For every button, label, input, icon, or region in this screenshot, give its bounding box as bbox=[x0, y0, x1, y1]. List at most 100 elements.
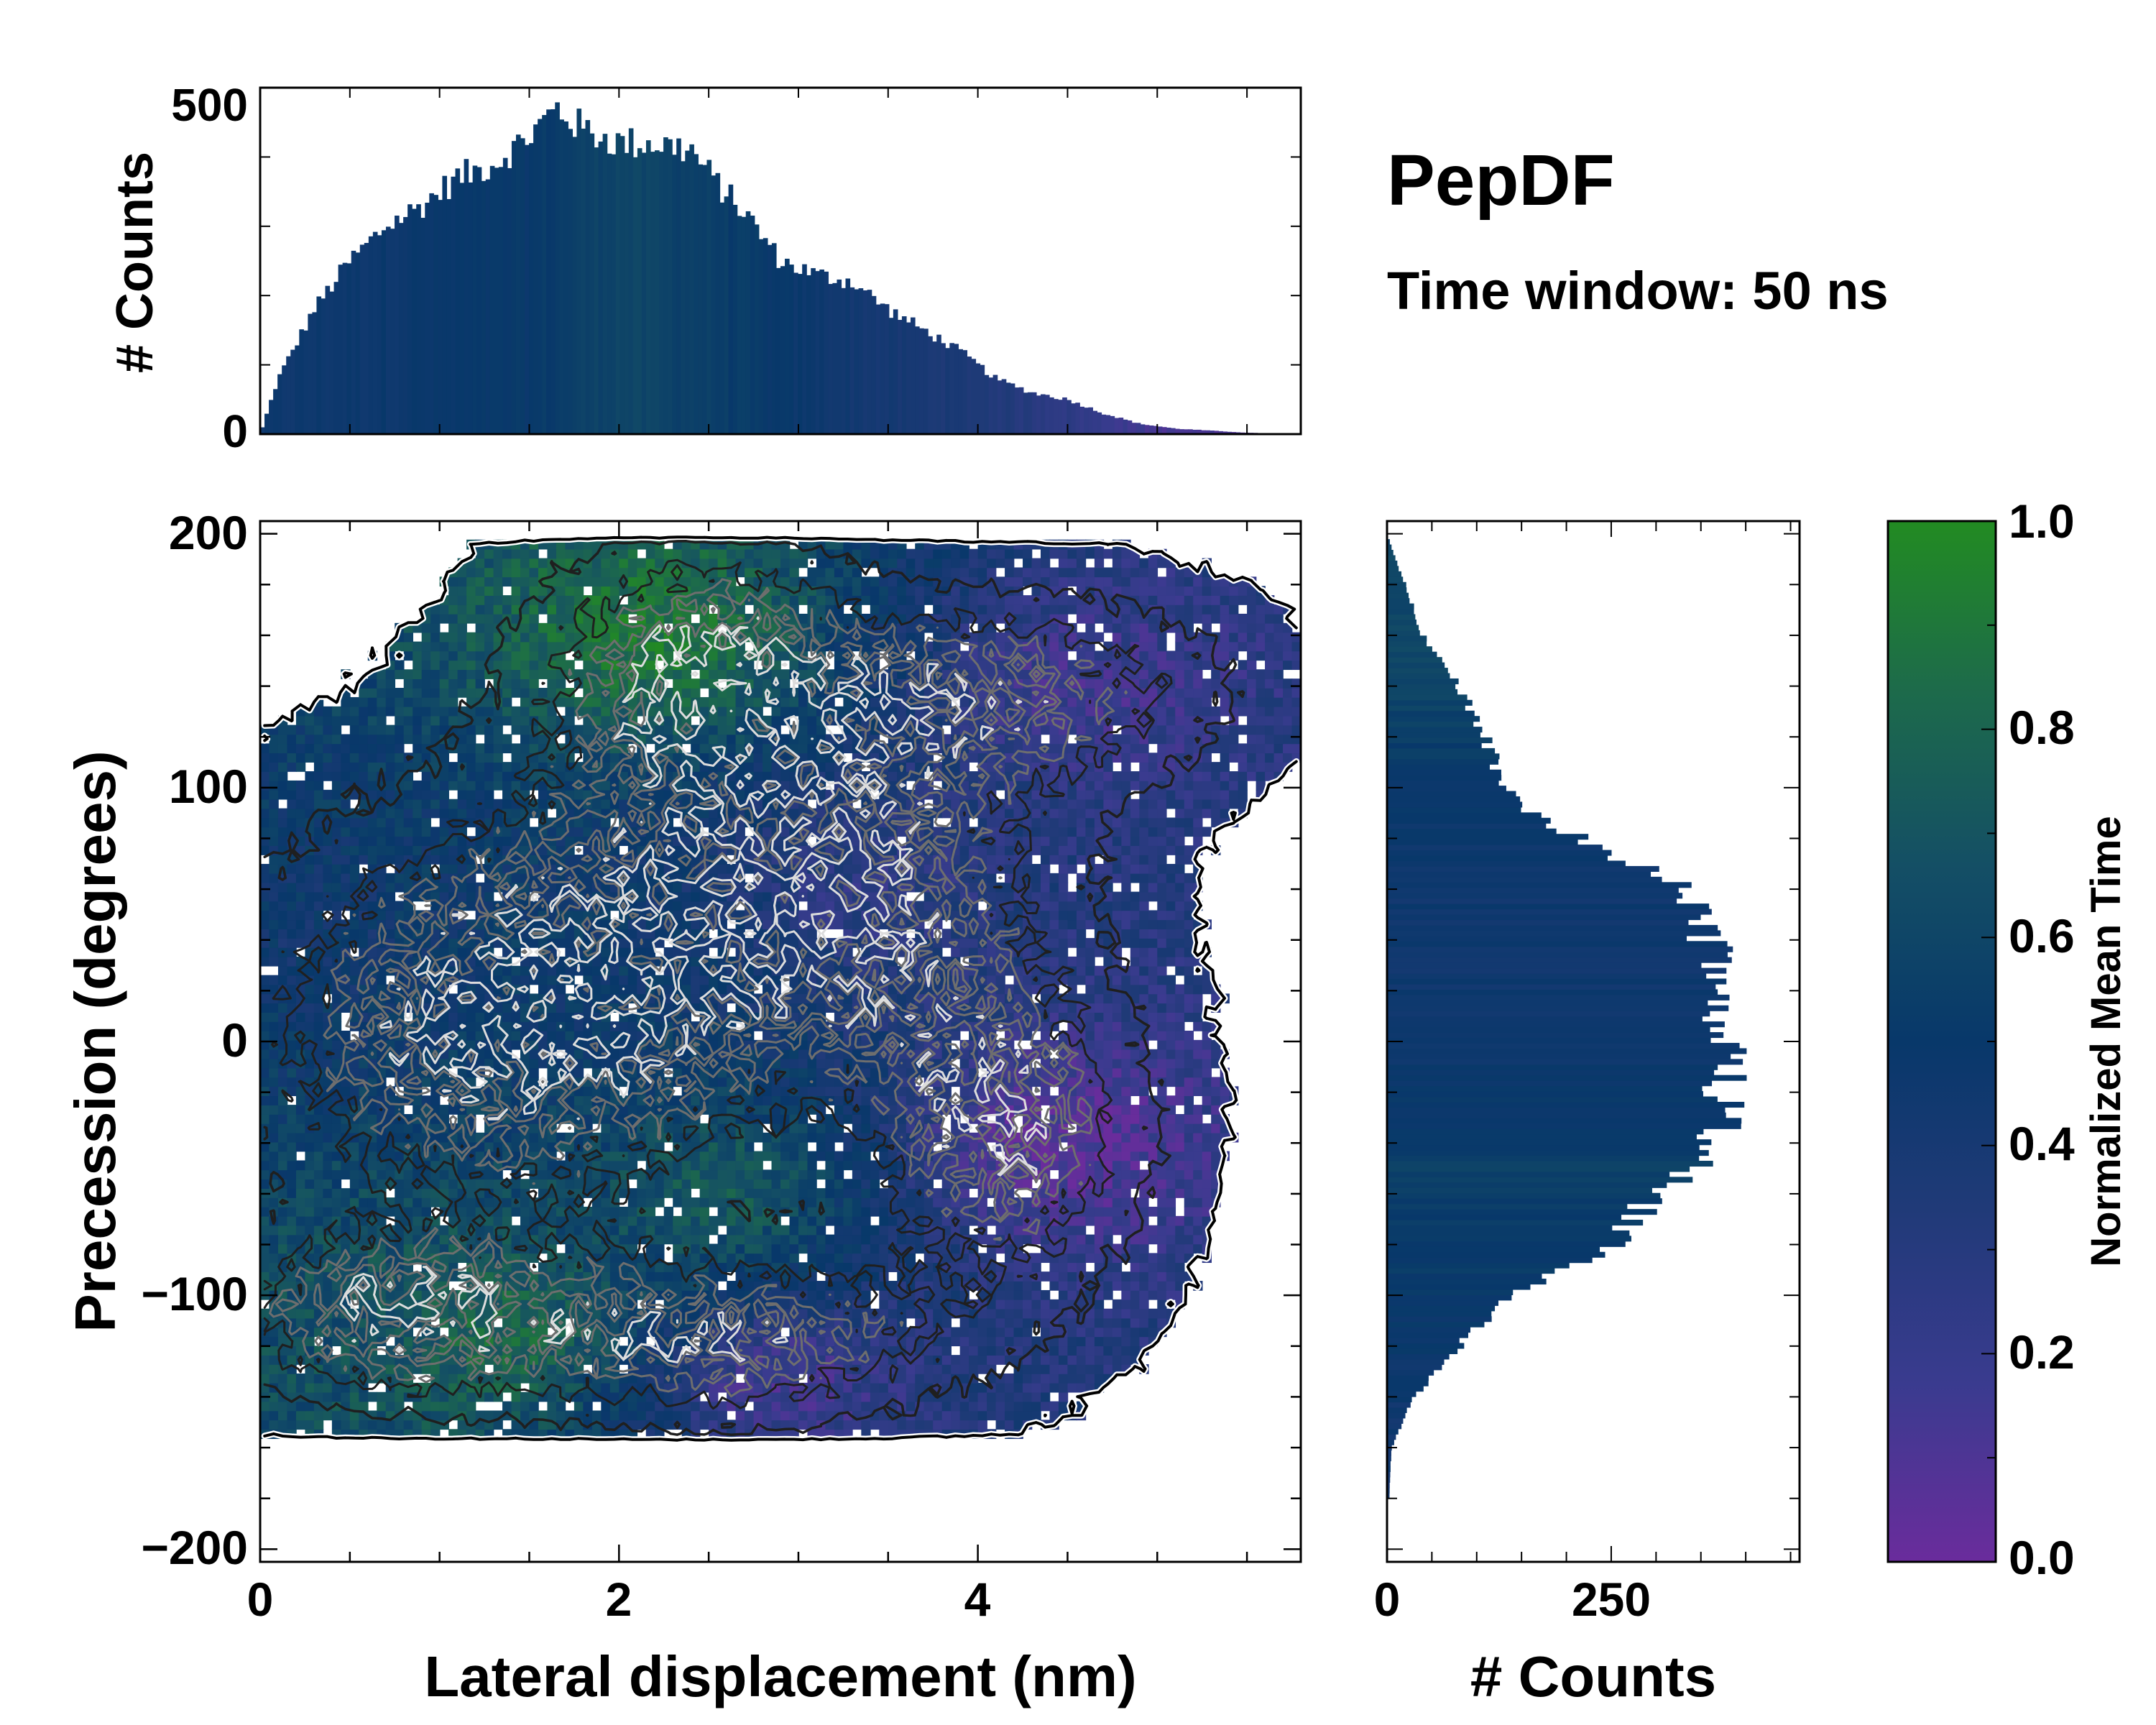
heatmap-cell bbox=[269, 1401, 279, 1412]
heatmap-cell bbox=[341, 1346, 351, 1356]
heatmap-cell bbox=[843, 1197, 853, 1208]
heatmap-cell bbox=[305, 1225, 315, 1236]
heatmap-cell bbox=[745, 1151, 755, 1162]
heatmap-cell bbox=[870, 1382, 880, 1393]
figure-subtitle: Time window: 50 ns bbox=[1387, 261, 1889, 321]
heatmap-cell bbox=[439, 1234, 449, 1245]
heatmap-cell bbox=[556, 1003, 566, 1013]
heatmap-cell bbox=[1121, 1281, 1131, 1291]
heatmap-cell bbox=[359, 1114, 369, 1124]
heatmap-cell bbox=[1121, 1021, 1131, 1031]
heatmap-cell bbox=[637, 1188, 647, 1198]
heatmap-cell bbox=[843, 1003, 853, 1013]
heatmap-cell bbox=[843, 1234, 853, 1245]
heatmap-cell bbox=[637, 1420, 647, 1430]
heatmap-cell bbox=[780, 1225, 791, 1236]
heatmap-cell bbox=[691, 1151, 701, 1162]
heatmap-cell bbox=[655, 1364, 665, 1374]
heatmap-cell bbox=[789, 1132, 799, 1143]
heatmap-cell bbox=[287, 1123, 297, 1133]
heatmap-cell bbox=[771, 1420, 781, 1430]
heatmap-cell bbox=[870, 1077, 880, 1087]
heatmap-cell bbox=[717, 1169, 727, 1180]
heatmap-cell bbox=[763, 1197, 773, 1208]
top-histogram-bar bbox=[316, 296, 322, 434]
heatmap-cell bbox=[305, 1012, 315, 1022]
heatmap-cell bbox=[1094, 1355, 1105, 1365]
heatmap-cell bbox=[1112, 1225, 1123, 1236]
heatmap-cell bbox=[511, 1188, 521, 1198]
heatmap-cell bbox=[1175, 1030, 1185, 1041]
heatmap-cell bbox=[323, 1364, 333, 1374]
heatmap-cell bbox=[1103, 1317, 1113, 1328]
heatmap-cell bbox=[520, 1336, 530, 1347]
heatmap-cell bbox=[367, 1420, 378, 1430]
heatmap-cell bbox=[1023, 1206, 1033, 1217]
heatmap-cell bbox=[260, 1253, 270, 1264]
heatmap-cell bbox=[753, 1151, 763, 1162]
heatmap-cell bbox=[1085, 1030, 1095, 1041]
heatmap-cell bbox=[1067, 1289, 1077, 1300]
heatmap-cell bbox=[269, 1271, 279, 1282]
heatmap-cell bbox=[349, 1401, 360, 1412]
heatmap-cell bbox=[421, 1420, 431, 1430]
heatmap-cell bbox=[807, 1058, 817, 1069]
heatmap-cell bbox=[1023, 1317, 1033, 1328]
heatmap-cell bbox=[1193, 1114, 1203, 1124]
heatmap-cell bbox=[843, 1151, 853, 1162]
heatmap-cell bbox=[655, 1197, 665, 1208]
heatmap-cell bbox=[861, 1206, 871, 1217]
top-histogram-bar bbox=[481, 180, 487, 435]
heatmap-cell bbox=[331, 1382, 342, 1393]
top-histogram-bar bbox=[763, 238, 768, 434]
heatmap-cell bbox=[331, 1179, 342, 1189]
heatmap-cell bbox=[1148, 1271, 1158, 1282]
heatmap-cell bbox=[619, 1225, 629, 1236]
heatmap-cell bbox=[681, 1392, 691, 1402]
heatmap-cell bbox=[1175, 1095, 1185, 1105]
top-histogram-bar bbox=[303, 330, 308, 434]
heatmap-cell bbox=[995, 993, 1005, 1004]
heatmap-cell bbox=[771, 1179, 781, 1189]
heatmap-cell bbox=[466, 1039, 476, 1050]
heatmap-cell bbox=[609, 1271, 620, 1282]
heatmap-cell bbox=[923, 1410, 934, 1421]
top-histogram-bar bbox=[1179, 429, 1184, 434]
heatmap-cell bbox=[1076, 1253, 1087, 1264]
heatmap-cell bbox=[313, 1197, 324, 1208]
heatmap-cell bbox=[1005, 1420, 1015, 1430]
heatmap-cell bbox=[627, 1373, 638, 1384]
heatmap-cell bbox=[403, 1308, 414, 1319]
heatmap-cell bbox=[834, 1086, 844, 1097]
heatmap-cell bbox=[367, 1225, 378, 1236]
heatmap-cell bbox=[1184, 1188, 1194, 1198]
heatmap-cell bbox=[457, 1392, 467, 1402]
heatmap-cell bbox=[1121, 1355, 1131, 1365]
heatmap-cell bbox=[331, 1410, 342, 1421]
heatmap-cell bbox=[260, 1086, 270, 1097]
top-histogram-bar bbox=[594, 147, 599, 434]
heatmap-cell bbox=[735, 1169, 745, 1180]
heatmap-cell bbox=[493, 1003, 503, 1013]
heatmap-cell bbox=[834, 1281, 844, 1291]
heatmap-cell bbox=[287, 1188, 297, 1198]
heatmap-cell bbox=[825, 1123, 835, 1133]
heatmap-cell bbox=[923, 1355, 934, 1365]
heatmap-cell bbox=[573, 1373, 584, 1384]
heatmap-cell bbox=[1103, 1281, 1113, 1291]
heatmap-cell bbox=[520, 1355, 530, 1365]
heatmap-cell bbox=[1076, 1373, 1087, 1384]
heatmap-cell bbox=[260, 1049, 270, 1059]
heatmap-cell bbox=[313, 1188, 324, 1198]
heatmap-cell bbox=[1184, 1234, 1194, 1245]
heatmap-cell bbox=[260, 1215, 270, 1226]
top-histogram-bar bbox=[858, 288, 864, 434]
heatmap-cell bbox=[609, 1132, 620, 1143]
heatmap-cell bbox=[816, 1364, 826, 1374]
heatmap-cell bbox=[1139, 1105, 1149, 1115]
heatmap-cell bbox=[870, 1392, 880, 1402]
top-histogram-bar bbox=[433, 195, 438, 434]
heatmap-cell bbox=[807, 1234, 817, 1245]
heatmap-cell bbox=[1023, 1281, 1033, 1291]
heatmap-cell bbox=[583, 1086, 593, 1097]
